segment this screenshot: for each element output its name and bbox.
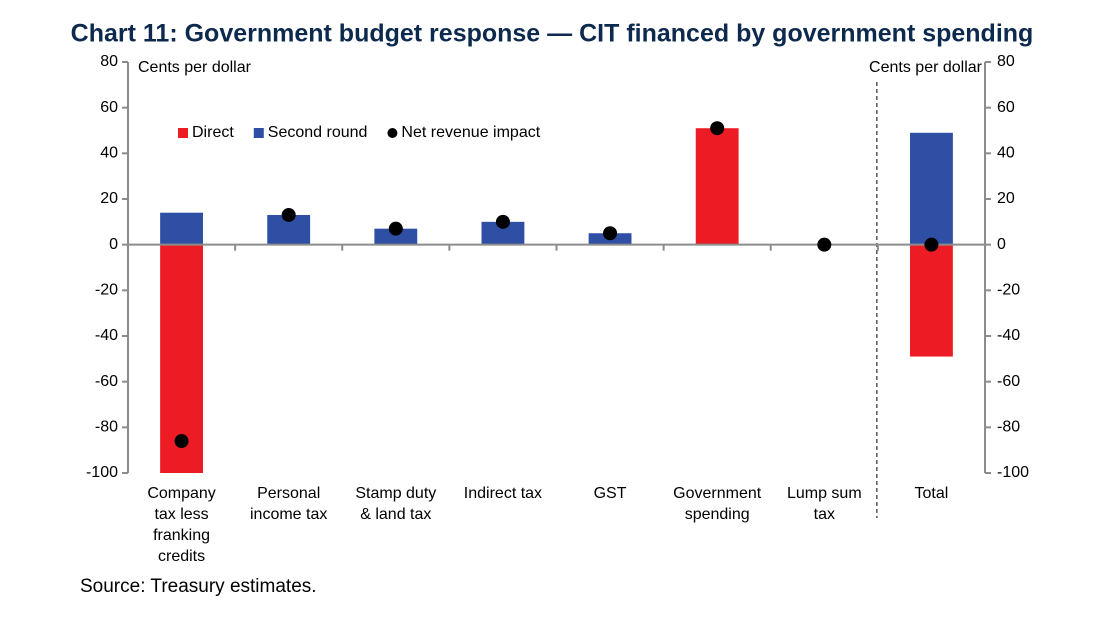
y2-tick-label: 40 xyxy=(997,145,1015,162)
y-tick-label: -60 xyxy=(95,373,118,390)
x-label-box: Government spending xyxy=(673,485,762,523)
x-tick-label: Indirect tax xyxy=(463,485,543,502)
net-dot xyxy=(495,214,510,229)
legend-label: Second round xyxy=(268,124,368,141)
source-note: Source: Treasury estimates. xyxy=(80,576,317,597)
y2-tick-label: 20 xyxy=(997,190,1015,207)
y2-axis-label: Cents per dollar xyxy=(869,59,983,76)
net-dot xyxy=(710,121,725,136)
legend-marker xyxy=(253,128,264,138)
y2-tick-label: 0 xyxy=(997,236,1006,253)
x-label-box: Indirect tax xyxy=(463,485,543,502)
x-tick-label: GST xyxy=(593,485,627,502)
bar xyxy=(160,212,203,245)
y2-tick-label: 60 xyxy=(997,99,1015,116)
x-tick-label: Government spending xyxy=(673,485,762,523)
legend-label: Direct xyxy=(192,124,234,141)
legend-marker xyxy=(387,128,398,138)
y-tick-label: -40 xyxy=(95,327,118,344)
y2-tick-label: -80 xyxy=(997,419,1020,436)
x-tick-label: Lump sum tax xyxy=(786,485,862,523)
x-label-box: GST xyxy=(593,485,627,502)
y-tick-label: 0 xyxy=(109,236,118,253)
x-label-box: Personal income tax xyxy=(250,485,328,523)
x-label-box: Lump sum tax xyxy=(786,485,862,523)
y2-tick-label: 80 xyxy=(997,53,1015,70)
y-tick-label: -80 xyxy=(95,419,118,436)
y-tick-label: 40 xyxy=(100,145,118,162)
y2-tick-label: -60 xyxy=(997,373,1020,390)
net-dot xyxy=(174,434,189,449)
y2-tick-label: -100 xyxy=(997,464,1029,481)
y2-tick-label: -40 xyxy=(997,327,1020,344)
net-dot xyxy=(603,226,618,241)
bar xyxy=(910,132,953,245)
chart-title: Chart 11: Government budget response — C… xyxy=(71,20,1034,48)
y-tick-label: -100 xyxy=(86,464,118,481)
net-dot xyxy=(281,207,296,222)
legend-label: Net revenue impact xyxy=(401,124,540,141)
bar xyxy=(481,221,525,245)
y-tick-label: 80 xyxy=(100,53,118,70)
net-dot xyxy=(817,237,832,252)
bar xyxy=(374,228,418,245)
x-tick-label: Personal income tax xyxy=(250,485,328,523)
x-tick-label: Company tax less franking credits xyxy=(147,485,216,565)
y-axis-label: Cents per dollar xyxy=(138,59,252,76)
bar xyxy=(695,128,739,245)
y-tick-label: -20 xyxy=(95,282,118,299)
bar xyxy=(910,244,953,357)
net-dot xyxy=(388,221,403,236)
net-dot xyxy=(924,237,939,252)
x-label-box: Stamp duty & land tax xyxy=(355,485,437,523)
x-label-box: Company tax less franking credits xyxy=(147,485,216,565)
x-label-box: Total xyxy=(914,485,949,502)
legend-marker xyxy=(178,128,188,138)
x-tick-label: Stamp duty & land tax xyxy=(355,485,437,523)
y-tick-label: 60 xyxy=(100,99,118,116)
y2-tick-label: -20 xyxy=(997,282,1020,299)
y-tick-label: 20 xyxy=(100,190,118,207)
x-tick-label: Total xyxy=(914,485,949,502)
